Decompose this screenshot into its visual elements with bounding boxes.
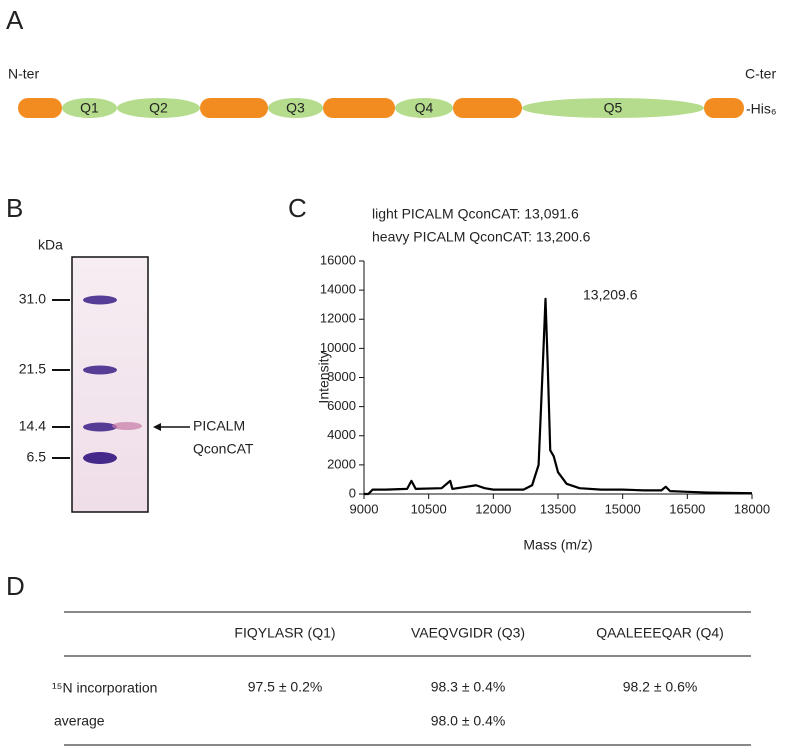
column-header: QAALEEEQAR (Q4) (596, 625, 724, 641)
domain-label: Q5 (604, 100, 623, 116)
linker (704, 98, 744, 118)
domain-label: Q1 (80, 100, 99, 116)
cell: 98.2 ± 0.6% (623, 679, 698, 695)
peak-label: 13,209.6 (583, 287, 638, 303)
protein-band (112, 422, 142, 430)
y-tick-label: 14000 (320, 282, 356, 297)
spectrum-line (364, 297, 753, 496)
linker (200, 98, 268, 118)
domain-label: Q4 (415, 100, 434, 116)
y-tick-label: 10000 (320, 340, 356, 355)
column-header: FIQYLASR (Q1) (234, 625, 335, 641)
peptide-domain (62, 98, 117, 118)
chart-title: light PICALM QconCAT: 13,091.6 (372, 206, 579, 222)
marker-label: 31.0 (19, 291, 46, 307)
cell: 98.3 ± 0.4% (431, 679, 506, 695)
peptide-domain (117, 98, 200, 118)
x-tick-label: 15000 (605, 501, 641, 516)
marker-label: 6.5 (27, 449, 47, 465)
panel-letter: D (6, 571, 25, 601)
y-tick-label: 4000 (327, 427, 356, 442)
x-tick-label: 16500 (669, 501, 705, 516)
linker (18, 98, 62, 118)
x-tick-label: 10500 (411, 501, 447, 516)
linker (323, 98, 395, 118)
c-term: C-ter (745, 66, 776, 82)
panel-letter: B (6, 193, 23, 223)
y-tick-label: 16000 (320, 252, 356, 267)
x-tick-label: 9000 (350, 501, 379, 516)
marker-label: 14.4 (19, 418, 46, 434)
row-label: average (54, 713, 105, 729)
gel-bands: 31.0 21.5 14.4 6.5 (19, 291, 142, 465)
marker-band (83, 365, 117, 375)
y-tick-label: 12000 (320, 311, 356, 326)
marker-band (83, 295, 117, 305)
y-tick-label: 6000 (327, 398, 356, 413)
column-header: VAEQVGIDR (Q3) (411, 625, 525, 641)
gel (71, 256, 149, 513)
his-tag: -His₆ (746, 101, 777, 117)
panel-letter: C (288, 193, 307, 223)
marker-band (83, 452, 117, 464)
band-label: QconCAT (193, 441, 254, 457)
peptide-domain (268, 98, 323, 118)
cell: 97.5 ± 0.2% (248, 679, 323, 695)
linker (453, 98, 522, 118)
unit: kDa (38, 237, 63, 253)
band-label: PICALM (193, 418, 245, 434)
domain-label: Q3 (286, 100, 305, 116)
n-term: N-ter (8, 66, 39, 82)
x-axis-label: Mass (m/z) (523, 537, 592, 553)
row-label: ¹⁵N incorporation (52, 680, 157, 696)
arrowhead (153, 423, 161, 431)
domain-label: Q2 (149, 100, 168, 116)
y-axis-label: Intensity (316, 351, 332, 403)
construct: Q1 Q2 Q3 Q4 Q5 (18, 98, 744, 118)
marker-label: 21.5 (19, 361, 46, 377)
cell: 98.0 ± 0.4% (431, 713, 506, 729)
y-tick-label: 0 (349, 485, 356, 500)
x-tick-label: 12000 (475, 501, 511, 516)
chart-title: heavy PICALM QconCAT: 13,200.6 (372, 229, 591, 245)
y-tick-label: 8000 (327, 369, 356, 384)
x-tick-label: 13500 (540, 501, 576, 516)
marker-band (83, 422, 117, 432)
x-tick-label: 18000 (734, 501, 770, 516)
y-tick-label: 2000 (327, 456, 356, 471)
peptide-domain (395, 98, 453, 118)
panel-letter: A (6, 5, 24, 35)
peptide-domain (522, 98, 704, 118)
